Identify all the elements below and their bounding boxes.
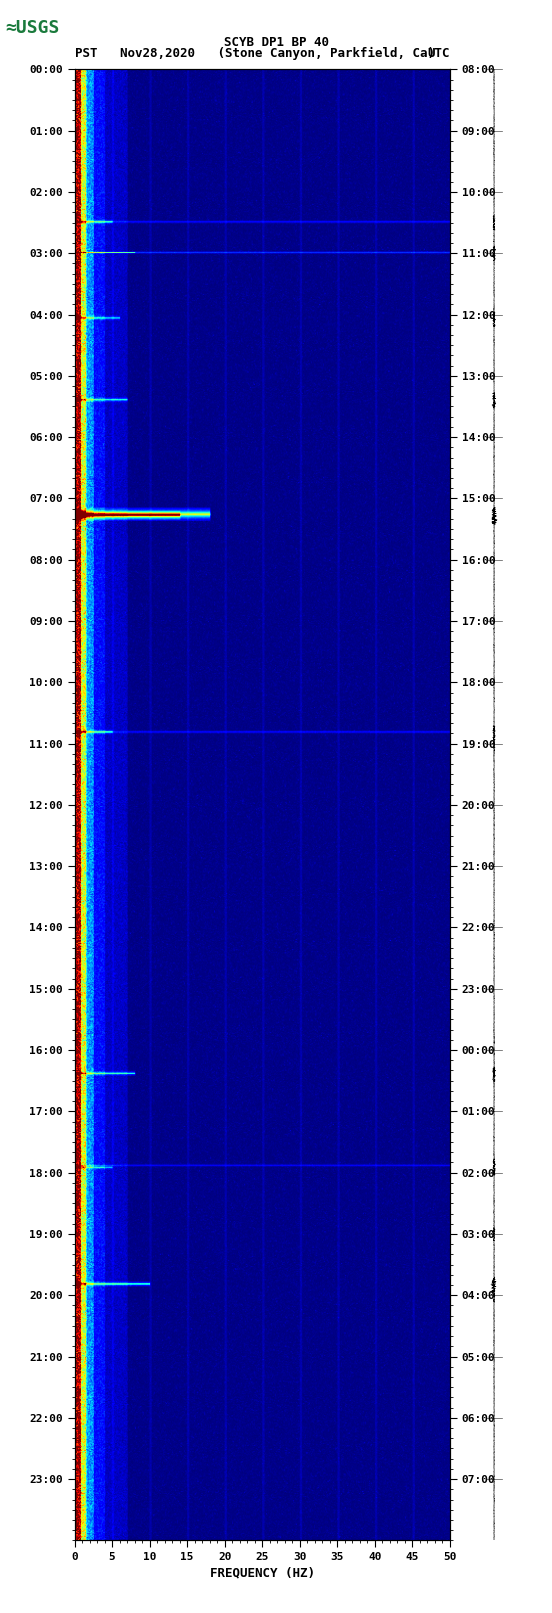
Text: UTC: UTC — [427, 47, 450, 60]
Text: ≈USGS: ≈USGS — [6, 19, 60, 37]
Text: SCYB DP1 BP 40: SCYB DP1 BP 40 — [224, 35, 328, 50]
Text: PST   Nov28,2020   (Stone Canyon, Parkfield, Ca): PST Nov28,2020 (Stone Canyon, Parkfield,… — [75, 47, 434, 60]
X-axis label: FREQUENCY (HZ): FREQUENCY (HZ) — [210, 1566, 315, 1579]
